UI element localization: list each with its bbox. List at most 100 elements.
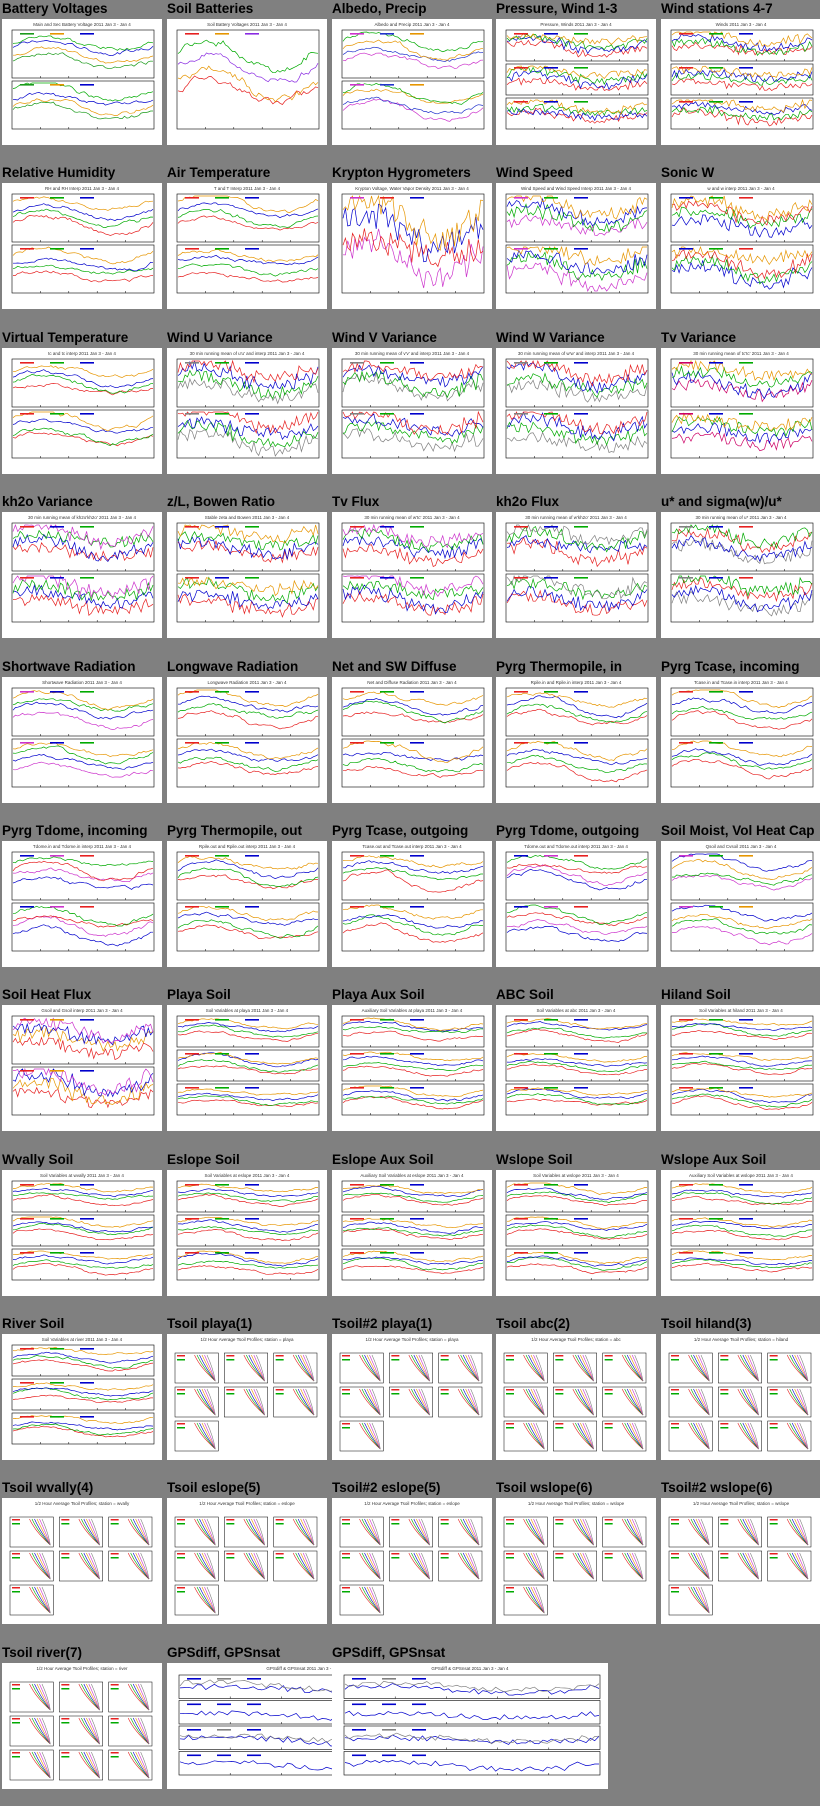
plot-thumbnail-link[interactable]: Soil Moist, Vol Heat Cap Qsoil and Cvsoil… xyxy=(659,822,820,984)
plot-thumbnail-link[interactable]: Tsoil#2 eslope(5) 1/2 Hour Average Tsoil … xyxy=(330,1479,492,1641)
plot-thumbnail-image[interactable]: Auxiliary Soil Variables at playa 2011 J… xyxy=(332,1005,492,1131)
plot-thumbnail-image[interactable]: Gsoil and Gsoil interp 2011 Jan 3 - Jan … xyxy=(2,1005,162,1131)
plot-thumbnail-image[interactable]: 1/2 Hour Average Tsoil Profiles; station… xyxy=(661,1498,820,1624)
plot-thumbnail-image[interactable]: Tdome.in and Tdome.in interp 2011 Jan 3 … xyxy=(2,841,162,967)
plot-thumbnail-image[interactable]: 1/2 Hour Average Tsoil Profiles; station… xyxy=(2,1498,162,1624)
plot-thumbnail-image[interactable]: 1/2 Hour Average Tsoil Profiles; station… xyxy=(661,1334,820,1460)
plot-thumbnail-link[interactable]: z/L, Bowen Ratio Stable zeta and Bowen 20… xyxy=(165,493,327,655)
plot-thumbnail-image[interactable]: Wind Speed and Wind Speed Interp 2011 Ja… xyxy=(496,183,656,309)
plot-thumbnail-image[interactable]: Rpile.out and Rpile.out interp 2011 Jan … xyxy=(167,841,327,967)
plot-thumbnail-image[interactable]: 1/2 Hour Average Tsoil Profiles; station… xyxy=(496,1334,656,1460)
plot-thumbnail-image[interactable]: Albedo and Precip 2011 Jan 3 - Jan 4 xyxy=(332,19,492,145)
plot-thumbnail-image[interactable]: 1/2 Hour Average Tsoil Profiles; station… xyxy=(167,1498,327,1624)
plot-thumbnail-link[interactable]: Wind W Variance 30 min running mean of w'… xyxy=(494,329,656,491)
plot-thumbnail-image[interactable]: GPSdiff & GPSnsat 2011 Jan 3 - Jan 4 xyxy=(332,1663,608,1789)
plot-thumbnail-link[interactable]: Tv Variance 30 min running mean of tc'tc'… xyxy=(659,329,820,491)
plot-thumbnail-image[interactable]: 30 min running mean of u* 2011 Jan 3 - J… xyxy=(661,512,820,638)
plot-thumbnail-link[interactable]: ABC Soil Soil Variables at abc 2011 Jan 3… xyxy=(494,986,656,1148)
plot-thumbnail-image[interactable]: 1/2 Hour Average Tsoil Profiles; station… xyxy=(332,1334,492,1460)
plot-thumbnail-link[interactable]: Tsoil playa(1) 1/2 Hour Average Tsoil Pro… xyxy=(165,1315,327,1477)
plot-thumbnail-link[interactable]: Playa Aux Soil Auxiliary Soil Variables a… xyxy=(330,986,492,1148)
plot-thumbnail-image[interactable]: Tcase.out and Tcase.out interp 2011 Jan … xyxy=(332,841,492,967)
plot-thumbnail-link[interactable]: GPSdiff, GPSnsat GPSdiff & GPSnsat 2011 J… xyxy=(330,1644,608,1806)
plot-thumbnail-link[interactable]: Wslope Aux Soil Auxiliary Soil Variables … xyxy=(659,1151,820,1313)
plot-thumbnail-image[interactable]: 30 min running mean of kh2o'kh2o' 2011 J… xyxy=(2,512,162,638)
plot-thumbnail-link[interactable]: Pressure, Wind 1-3 Pressure, Winds 2011 J… xyxy=(494,0,656,162)
plot-thumbnail-image[interactable]: Tcase.in and Tcase.in interp 2011 Jan 3 … xyxy=(661,677,820,803)
plot-thumbnail-link[interactable]: Wind V Variance 30 min running mean of v'… xyxy=(330,329,492,491)
plot-thumbnail-image[interactable]: Soil Variables at playa 2011 Jan 3 - Jan… xyxy=(167,1005,327,1131)
plot-thumbnail-link[interactable]: Wind stations 4-7 Winds 2011 Jan 3 - Jan … xyxy=(659,0,820,162)
plot-thumbnail-link[interactable]: Net and SW Diffuse Net and Diffuse Radiat… xyxy=(330,658,492,820)
plot-thumbnail-link[interactable]: Shortwave Radiation Shortwave Radiation 2… xyxy=(0,658,162,820)
plot-thumbnail-link[interactable]: kh2o Flux 30 min running mean of w'kh2o' … xyxy=(494,493,656,655)
plot-thumbnail-link[interactable]: Tsoil abc(2) 1/2 Hour Average Tsoil Profi… xyxy=(494,1315,656,1477)
plot-thumbnail-image[interactable]: 30 min running mean of u'u' and interp 2… xyxy=(167,348,327,474)
plot-thumbnail-image[interactable]: Soil Variables at river 2011 Jan 3 - Jan… xyxy=(2,1334,162,1460)
plot-thumbnail-image[interactable]: Stable zeta and Bowen 2011 Jan 3 - Jan 4 xyxy=(167,512,327,638)
plot-thumbnail-link[interactable]: kh2o Variance 30 min running mean of kh2o… xyxy=(0,493,162,655)
plot-thumbnail-image[interactable]: Soil Variables at eslope 2011 Jan 3 - Ja… xyxy=(167,1170,327,1296)
plot-thumbnail-link[interactable]: Air Temperature T and T Interp 2011 Jan 3… xyxy=(165,164,327,326)
plot-thumbnail-link[interactable]: Pyrg Tcase, incoming Tcase.in and Tcase.i… xyxy=(659,658,820,820)
plot-thumbnail-link[interactable]: Longwave Radiation Longwave Radiation 201… xyxy=(165,658,327,820)
plot-thumbnail-link[interactable]: Wind Speed Wind Speed and Wind Speed Inte… xyxy=(494,164,656,326)
plot-thumbnail-image[interactable]: Pressure, Winds 2011 Jan 3 - Jan 4 xyxy=(496,19,656,145)
plot-thumbnail-link[interactable]: River Soil Soil Variables at river 2011 J… xyxy=(0,1315,162,1477)
plot-thumbnail-image[interactable]: Soil Battery Voltages 2011 Jan 3 - Jan 4 xyxy=(167,19,327,145)
plot-thumbnail-image[interactable]: Tdome.out and Tdome.out interp 2011 Jan … xyxy=(496,841,656,967)
plot-thumbnail-link[interactable]: Soil Batteries Soil Battery Voltages 2011… xyxy=(165,0,327,162)
plot-thumbnail-link[interactable]: Eslope Aux Soil Auxiliary Soil Variables … xyxy=(330,1151,492,1313)
plot-thumbnail-link[interactable]: Tsoil hiland(3) 1/2 Hour Average Tsoil Pr… xyxy=(659,1315,820,1477)
plot-thumbnail-image[interactable]: Shortwave Radiation 2011 Jan 3 - Jan 4 xyxy=(2,677,162,803)
plot-thumbnail-link[interactable]: Tsoil#2 playa(1) 1/2 Hour Average Tsoil P… xyxy=(330,1315,492,1477)
plot-thumbnail-image[interactable]: Winds 2011 Jan 3 - Jan 4 xyxy=(661,19,820,145)
plot-thumbnail-link[interactable]: Relative Humidity RH and RH Interp 2011 J… xyxy=(0,164,162,326)
plot-thumbnail-link[interactable]: Hiland Soil Soil Variables at hiland 2011… xyxy=(659,986,820,1148)
plot-thumbnail-image[interactable]: 30 min running mean of v'v' and interp 2… xyxy=(332,348,492,474)
plot-thumbnail-image[interactable]: Soil Variables at wvally 2011 Jan 3 - Ja… xyxy=(2,1170,162,1296)
plot-thumbnail-image[interactable]: Net and Diffuse Radiation 2011 Jan 3 - J… xyxy=(332,677,492,803)
plot-thumbnail-link[interactable]: Wind U Variance 30 min running mean of u'… xyxy=(165,329,327,491)
plot-thumbnail-link[interactable]: Tsoil wvally(4) 1/2 Hour Average Tsoil Pr… xyxy=(0,1479,162,1641)
plot-thumbnail-link[interactable]: Albedo, Precip Albedo and Precip 2011 Jan… xyxy=(330,0,492,162)
plot-thumbnail-link[interactable]: Tsoil eslope(5) 1/2 Hour Average Tsoil Pr… xyxy=(165,1479,327,1641)
plot-thumbnail-link[interactable]: u* and sigma(w)/u* 30 min running mean of… xyxy=(659,493,820,655)
plot-thumbnail-link[interactable]: Tsoil wslope(6) 1/2 Hour Average Tsoil Pr… xyxy=(494,1479,656,1641)
plot-thumbnail-link[interactable]: Virtual Temperature tc and tc interp 2011… xyxy=(0,329,162,491)
plot-thumbnail-link[interactable]: Pyrg Tdome, outgoing Tdome.out and Tdome.… xyxy=(494,822,656,984)
plot-thumbnail-image[interactable]: Auxiliary Soil Variables at wslope 2011 … xyxy=(661,1170,820,1296)
plot-thumbnail-image[interactable]: Main and Sec Battery Voltage 2011 Jan 3 … xyxy=(2,19,162,145)
plot-thumbnail-image[interactable]: tc and tc interp 2011 Jan 3 - Jan 4 xyxy=(2,348,162,474)
plot-thumbnail-link[interactable]: Soil Heat Flux Gsoil and Gsoil interp 201… xyxy=(0,986,162,1148)
plot-thumbnail-image[interactable]: T and T Interp 2011 Jan 3 - Jan 4 xyxy=(167,183,327,309)
plot-thumbnail-image[interactable]: 30 min running mean of w'kh2o' 2011 Jan … xyxy=(496,512,656,638)
plot-thumbnail-image[interactable]: Soil Variables at hiland 2011 Jan 3 - Ja… xyxy=(661,1005,820,1131)
plot-thumbnail-image[interactable]: 30 min running mean of w'tc' 2011 Jan 3 … xyxy=(332,512,492,638)
plot-thumbnail-image[interactable]: Soil Variables at abc 2011 Jan 3 - Jan 4 xyxy=(496,1005,656,1131)
plot-thumbnail-link[interactable]: Krypton Hygrometers Krypton Voltage, Wate… xyxy=(330,164,492,326)
plot-thumbnail-image[interactable]: Qsoil and Cvsoil 2011 Jan 3 - Jan 4 xyxy=(661,841,820,967)
plot-thumbnail-image[interactable]: 1/2 Hour Average Tsoil Profiles; station… xyxy=(496,1498,656,1624)
plot-thumbnail-image[interactable]: w and w interp 2011 Jan 3 - Jan 4 xyxy=(661,183,820,309)
plot-thumbnail-image[interactable]: RH and RH Interp 2011 Jan 3 - Jan 4 xyxy=(2,183,162,309)
plot-thumbnail-link[interactable]: Tsoil river(7) 1/2 Hour Average Tsoil Pro… xyxy=(0,1644,162,1806)
plot-thumbnail-image[interactable]: 1/2 Hour Average Tsoil Profiles; station… xyxy=(332,1498,492,1624)
plot-thumbnail-image[interactable]: Auxiliary Soil Variables at eslope 2011 … xyxy=(332,1170,492,1296)
plot-thumbnail-link[interactable]: Wslope Soil Soil Variables at wslope 2011… xyxy=(494,1151,656,1313)
plot-thumbnail-image[interactable]: 1/2 Hour Average Tsoil Profiles; station… xyxy=(2,1663,162,1789)
plot-thumbnail-link[interactable]: Playa Soil Soil Variables at playa 2011 J… xyxy=(165,986,327,1148)
plot-thumbnail-link[interactable]: Pyrg Thermopile, in Rpile.in and Rpile.in… xyxy=(494,658,656,820)
plot-thumbnail-image[interactable]: 30 min running mean of tc'tc' 2011 Jan 3… xyxy=(661,348,820,474)
plot-thumbnail-link[interactable]: Pyrg Thermopile, out Rpile.out and Rpile.… xyxy=(165,822,327,984)
plot-thumbnail-image[interactable]: Longwave Radiation 2011 Jan 3 - Jan 4 xyxy=(167,677,327,803)
plot-thumbnail-link[interactable]: Wvally Soil Soil Variables at wvally 2011… xyxy=(0,1151,162,1313)
plot-thumbnail-image[interactable]: Krypton Voltage, Water Vapor Density 201… xyxy=(332,183,492,309)
plot-thumbnail-link[interactable]: Tv Flux 30 min running mean of w'tc' 2011… xyxy=(330,493,492,655)
plot-thumbnail-link[interactable]: Eslope Soil Soil Variables at eslope 2011… xyxy=(165,1151,327,1313)
plot-thumbnail-link[interactable]: Sonic W w and w interp 2011 Jan 3 - Jan 4 xyxy=(659,164,820,326)
plot-thumbnail-link[interactable]: Pyrg Tcase, outgoing Tcase.out and Tcase.… xyxy=(330,822,492,984)
plot-thumbnail-link[interactable]: Battery Voltages Main and Sec Battery Vol… xyxy=(0,0,162,162)
plot-thumbnail-image[interactable]: Rpile.in and Rpile.in interp 2011 Jan 3 … xyxy=(496,677,656,803)
plot-thumbnail-link[interactable]: Tsoil#2 wslope(6) 1/2 Hour Average Tsoil … xyxy=(659,1479,820,1641)
